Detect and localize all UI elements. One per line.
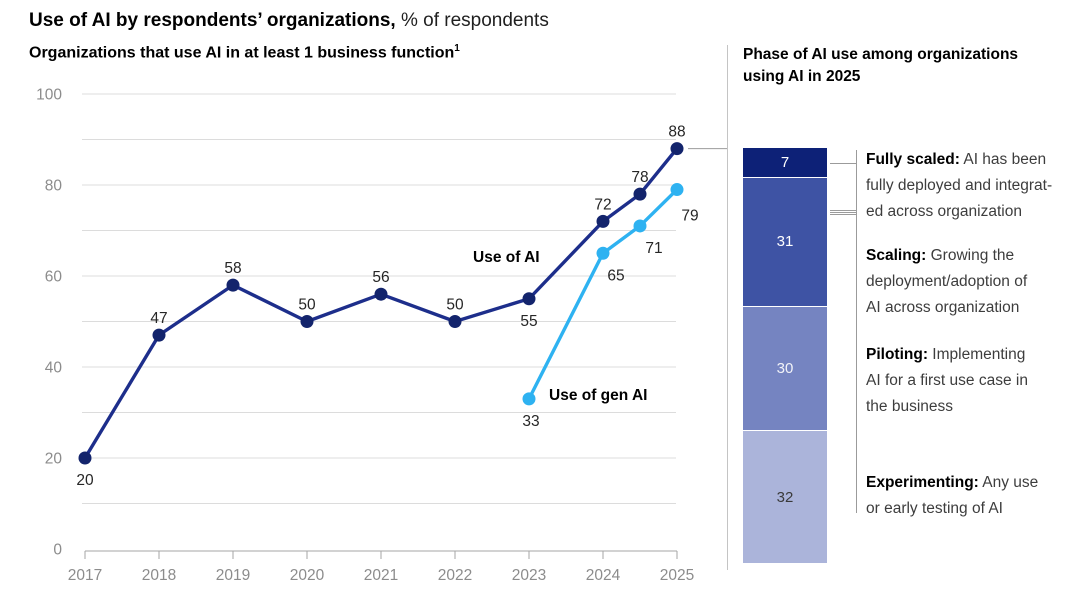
data-point [596,214,610,228]
data-point [522,392,536,406]
x-axis-label: 2019 [216,567,250,584]
figure-title: Use of AI by respondents’ organizations,… [29,10,549,32]
bar-segment-fully-scaled: 7 [743,148,827,178]
y-axis-label: 100 [36,87,62,104]
y-axis-label: 20 [45,451,63,468]
series-annotation: Use of AI [473,249,540,266]
figure-title-unit: % of respondents [400,10,549,31]
phase-connector-v [856,150,857,216]
series-line [527,187,679,401]
panel-divider [727,45,728,570]
data-point-label: 71 [645,240,662,257]
x-axis-label: 2017 [68,567,102,584]
data-point [300,315,314,328]
phase-connector-h [830,212,856,214]
phase-description-scaling: Scaling: Growing the deployment/adoption … [866,247,1028,316]
chart-subtitle: Organizations that use AI in at least 1 … [29,43,460,62]
footnote-marker: 1 [454,43,460,54]
bar-segment-value: 30 [776,359,794,377]
bar-segment-value: 32 [776,488,794,506]
phase-description-experimenting: Experimenting: Any use or early testing o… [866,474,1039,517]
x-axis-label: 2020 [290,567,325,584]
data-point [226,278,240,292]
figure-title-bold: Use of AI by respondents’ organizations, [29,10,396,31]
x-axis-label: 2023 [512,567,546,584]
x-axis-label: 2024 [586,567,621,584]
line-chart: 0 20 40 60 80 100 2017 2018 2019 2020 2021 2022 2023… [36,87,727,584]
x-axis-label: 2021 [364,567,398,584]
data-point-label: 79 [681,208,698,225]
x-axis-label: 2018 [142,567,176,584]
data-point [522,292,536,306]
data-point [633,219,647,233]
data-point [670,142,684,156]
y-axis-label: 60 [45,269,63,286]
phase-description-piloting: Piloting: Implementing AI for a first use… [866,346,1028,415]
data-point [152,328,166,342]
data-point [374,287,388,301]
x-axis-label: 2025 [660,567,694,584]
bar-segment-scaling: 31 [743,177,827,306]
data-point-label: 88 [668,124,685,141]
y-axis-label: 40 [45,360,63,377]
data-point [78,451,92,465]
data-point-label: 50 [298,297,316,314]
data-point [633,187,647,201]
data-point-label: 20 [76,472,94,489]
data-point-label: 72 [594,196,611,213]
bar-segment-experimenting: 32 [743,430,827,563]
data-point-label: 65 [607,267,624,284]
data-point-label: 58 [224,260,241,277]
data-point-label: 33 [522,413,539,430]
data-point-label: 50 [446,297,464,314]
panel-title: Phase of AI use among organizations usin… [743,46,1019,85]
chart-subtitle-text: Organizations that use AI in at least 1 … [29,44,455,62]
data-point [448,315,462,328]
series-line [83,146,679,460]
data-point [596,246,610,260]
data-point-label: 78 [631,169,648,186]
phase-connector-h [830,210,856,212]
series-annotation: Use of gen AI [549,387,647,404]
bar-segment-piloting: 30 [743,305,827,431]
y-axis-label: 80 [45,178,63,195]
data-point [670,183,684,197]
bar-segment-value: 7 [780,154,790,172]
data-point-label: 56 [372,269,389,286]
data-point-label: 47 [150,310,167,327]
phase-connector-h [830,214,856,216]
x-axis-label: 2022 [438,567,472,584]
phase-connector-h [830,162,856,164]
phase-connector-v [856,208,857,513]
bar-segment-value: 31 [776,233,794,251]
phase-stacked-bar: 7 31 30 32 [743,148,827,563]
data-point-label: 55 [520,313,537,330]
y-axis-label: 0 [53,542,62,559]
phase-description-fully-scaled: Fully scaled: AI has been fully deployed … [866,151,1053,220]
